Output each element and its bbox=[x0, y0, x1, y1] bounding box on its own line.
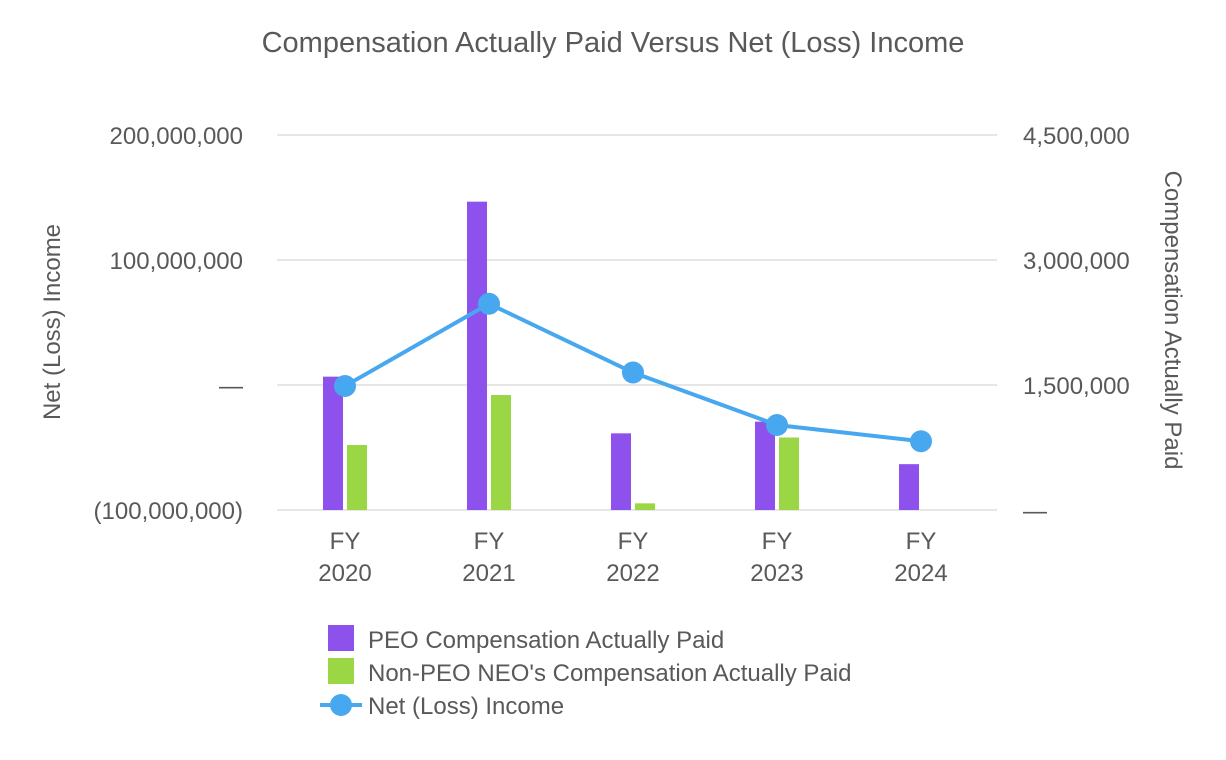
left-tick-label: (100,000,000) bbox=[94, 498, 243, 525]
x-tick-line: FY bbox=[618, 528, 649, 555]
right-tick-label: 3,000,000 bbox=[1023, 248, 1130, 275]
x-tick-line: 2021 bbox=[462, 560, 515, 587]
bar bbox=[635, 503, 655, 510]
line-point bbox=[910, 430, 932, 453]
right-tick-label: — bbox=[1023, 498, 1047, 525]
legend-label: Non-PEO NEO's Compensation Actually Paid bbox=[368, 660, 851, 687]
line-point bbox=[766, 414, 788, 436]
bar bbox=[323, 376, 343, 510]
x-tick-line: FY bbox=[330, 528, 361, 555]
legend-marker bbox=[330, 694, 352, 716]
chart-title: Compensation Actually Paid Versus Net (L… bbox=[262, 27, 965, 59]
x-tick-line: 2023 bbox=[750, 560, 803, 587]
bar bbox=[779, 437, 799, 510]
x-tick-line: FY bbox=[474, 528, 505, 555]
bar bbox=[755, 421, 775, 510]
legend-label: PEO Compensation Actually Paid bbox=[368, 627, 724, 654]
bar bbox=[347, 445, 367, 510]
gridlines bbox=[277, 134, 997, 511]
legend-label: Net (Loss) Income bbox=[368, 693, 564, 720]
x-tick-label: FY 2023 bbox=[750, 528, 803, 587]
right-axis-title: Compensation Actually Paid bbox=[1159, 171, 1186, 470]
x-tick-label: FY 2020 bbox=[318, 528, 371, 587]
x-tick-line: 2020 bbox=[318, 560, 371, 587]
x-tick-label: FY 2021 bbox=[462, 528, 515, 587]
x-tick-line: FY bbox=[906, 528, 937, 555]
x-tick-label: FY 2022 bbox=[606, 528, 659, 587]
left-axis-ticks: 200,000,000 100,000,000 — (100,000,000) bbox=[94, 123, 243, 525]
right-tick-label: 4,500,000 bbox=[1023, 123, 1130, 150]
line-point bbox=[478, 292, 500, 315]
left-tick-label: 200,000,000 bbox=[110, 123, 243, 150]
line-point bbox=[334, 375, 356, 397]
x-axis-ticks: FY 2020 FY 2021 FY 2022 FY 2023 FY 2024 bbox=[318, 528, 947, 587]
x-tick-line: 2024 bbox=[894, 560, 947, 587]
x-tick-line: 2022 bbox=[606, 560, 659, 587]
right-axis-ticks: 4,500,000 3,000,000 1,500,000 — bbox=[1023, 123, 1130, 525]
left-tick-label: 100,000,000 bbox=[110, 248, 243, 275]
bar bbox=[467, 201, 487, 510]
right-tick-label: 1,500,000 bbox=[1023, 373, 1130, 400]
bar bbox=[491, 395, 511, 510]
left-tick-label: — bbox=[219, 373, 243, 400]
bar bbox=[611, 433, 631, 510]
bar-series bbox=[323, 201, 919, 510]
legend-swatch bbox=[328, 625, 354, 651]
left-axis-title: Net (Loss) Income bbox=[39, 224, 66, 420]
x-tick-line: FY bbox=[762, 528, 793, 555]
x-tick-label: FY 2024 bbox=[894, 528, 947, 587]
bar bbox=[899, 464, 919, 510]
legend-swatch bbox=[328, 658, 354, 684]
line-series bbox=[334, 292, 932, 453]
line-point bbox=[622, 361, 644, 384]
legend: PEO Compensation Actually Paid Non-PEO NE… bbox=[320, 625, 851, 720]
